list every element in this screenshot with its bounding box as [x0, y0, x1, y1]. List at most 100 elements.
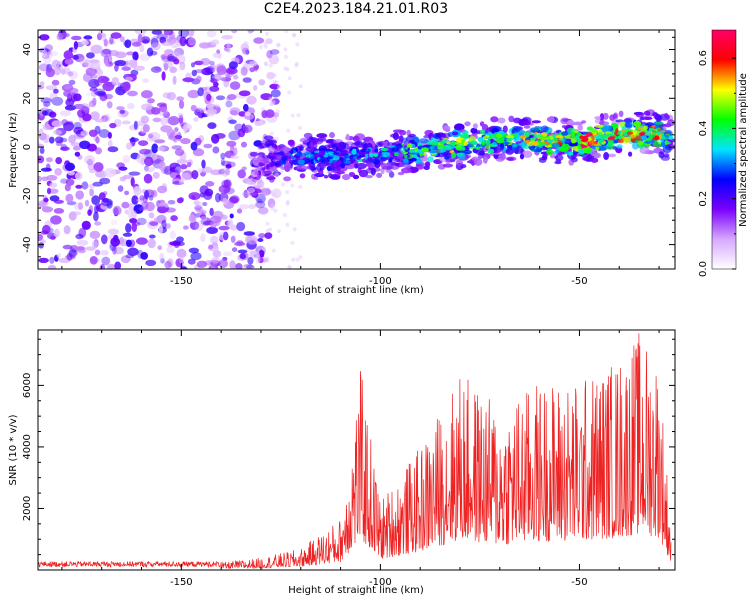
noise-blob — [121, 120, 131, 125]
noise-blob — [237, 169, 246, 179]
noise-blob — [67, 171, 76, 176]
noise-blob — [68, 70, 79, 80]
noise-blob — [187, 30, 195, 37]
signal-blob — [388, 171, 395, 178]
noise-blob — [269, 131, 274, 136]
signal-blob — [263, 135, 274, 140]
signal-blob — [443, 163, 453, 168]
signal-blob — [455, 152, 465, 156]
signal-blob — [487, 148, 495, 154]
signal-blob — [342, 157, 347, 163]
signal-blob — [443, 125, 451, 131]
signal-blob — [429, 150, 437, 154]
signal-blob — [641, 135, 648, 141]
noise-blob — [259, 45, 263, 49]
noise-blob — [177, 112, 184, 118]
noise-blob — [74, 151, 81, 157]
noise-blob — [121, 201, 130, 209]
signal-blob — [305, 151, 310, 155]
signal-blob — [308, 153, 316, 159]
noise-blob — [107, 132, 112, 139]
signal-blob — [603, 152, 609, 160]
noise-blob — [66, 252, 73, 261]
signal-blob — [389, 156, 394, 161]
signal-blob — [658, 151, 665, 159]
noise-blob — [114, 261, 122, 269]
signal-blob — [344, 164, 355, 170]
noise-blob — [164, 49, 174, 56]
noise-blob — [191, 69, 197, 77]
noise-blob — [224, 168, 231, 176]
signal-blob — [439, 148, 445, 153]
noise-blob — [248, 251, 260, 259]
signal-blob — [431, 147, 437, 151]
noise-blob — [63, 121, 75, 132]
noise-blob — [144, 190, 150, 200]
noise-blob — [178, 178, 185, 184]
noise-blob — [294, 63, 299, 68]
noise-blob — [166, 246, 175, 254]
noise-blob — [136, 237, 148, 245]
signal-blob — [512, 117, 522, 124]
noise-blob — [286, 128, 291, 133]
signal-blob — [635, 112, 645, 118]
noise-blob — [75, 184, 83, 189]
noise-blob — [206, 226, 219, 234]
signal-blob — [502, 141, 511, 145]
noise-blob — [95, 147, 102, 155]
signal-blob — [360, 149, 368, 153]
signal-blob — [602, 124, 612, 132]
noise-blob — [197, 168, 203, 174]
noise-blob — [199, 192, 206, 198]
noise-blob — [199, 42, 211, 49]
noise-blob — [106, 200, 113, 209]
noise-blob — [84, 199, 90, 207]
noise-blob — [190, 141, 198, 151]
signal-blob — [564, 151, 570, 155]
noise-blob — [227, 219, 234, 229]
noise-blob — [220, 157, 225, 166]
noise-blob — [298, 84, 303, 89]
noise-blob — [55, 157, 63, 165]
signal-blob — [459, 133, 470, 140]
noise-blob — [203, 67, 214, 72]
signal-blob — [610, 135, 616, 139]
noise-blob — [163, 111, 170, 119]
signal-blob — [285, 152, 290, 156]
signal-blob — [426, 141, 433, 145]
noise-blob — [265, 221, 270, 226]
signal-blob — [338, 142, 349, 149]
noise-blob — [95, 68, 104, 77]
signal-blob — [571, 131, 576, 138]
noise-blob — [218, 184, 231, 194]
signal-blob — [652, 131, 657, 135]
noise-blob — [230, 155, 240, 160]
signal-blob — [665, 124, 672, 128]
noise-blob — [64, 183, 71, 192]
spectrogram-panel: -150 -100 -50 -40 -20 0 20 40 Height of straig… — [8, 29, 676, 296]
signal-blob — [394, 162, 400, 166]
signal-blob — [540, 125, 549, 133]
noise-blob — [196, 75, 202, 83]
signal-blob — [275, 156, 279, 161]
noise-blob — [56, 253, 62, 258]
noise-blob — [51, 59, 60, 69]
noise-blob — [39, 147, 45, 155]
noise-blob — [246, 95, 257, 105]
noise-blob — [277, 229, 281, 234]
signal-blob — [355, 156, 361, 161]
noise-blob — [199, 185, 209, 195]
noise-blob — [160, 125, 173, 133]
noise-blob — [97, 75, 109, 84]
signal-blob — [507, 157, 514, 161]
colorbar-ticks: 0.0 0.2 0.4 0.6 — [698, 50, 736, 277]
signal-blob — [419, 152, 423, 157]
noise-blob — [86, 52, 95, 59]
noise-blob — [148, 195, 154, 201]
noise-blob — [270, 101, 275, 106]
noise-blob — [90, 91, 98, 97]
noise-blob — [192, 148, 205, 157]
signal-blob — [470, 127, 478, 134]
noise-blob — [188, 214, 197, 223]
noise-blob — [236, 208, 243, 214]
